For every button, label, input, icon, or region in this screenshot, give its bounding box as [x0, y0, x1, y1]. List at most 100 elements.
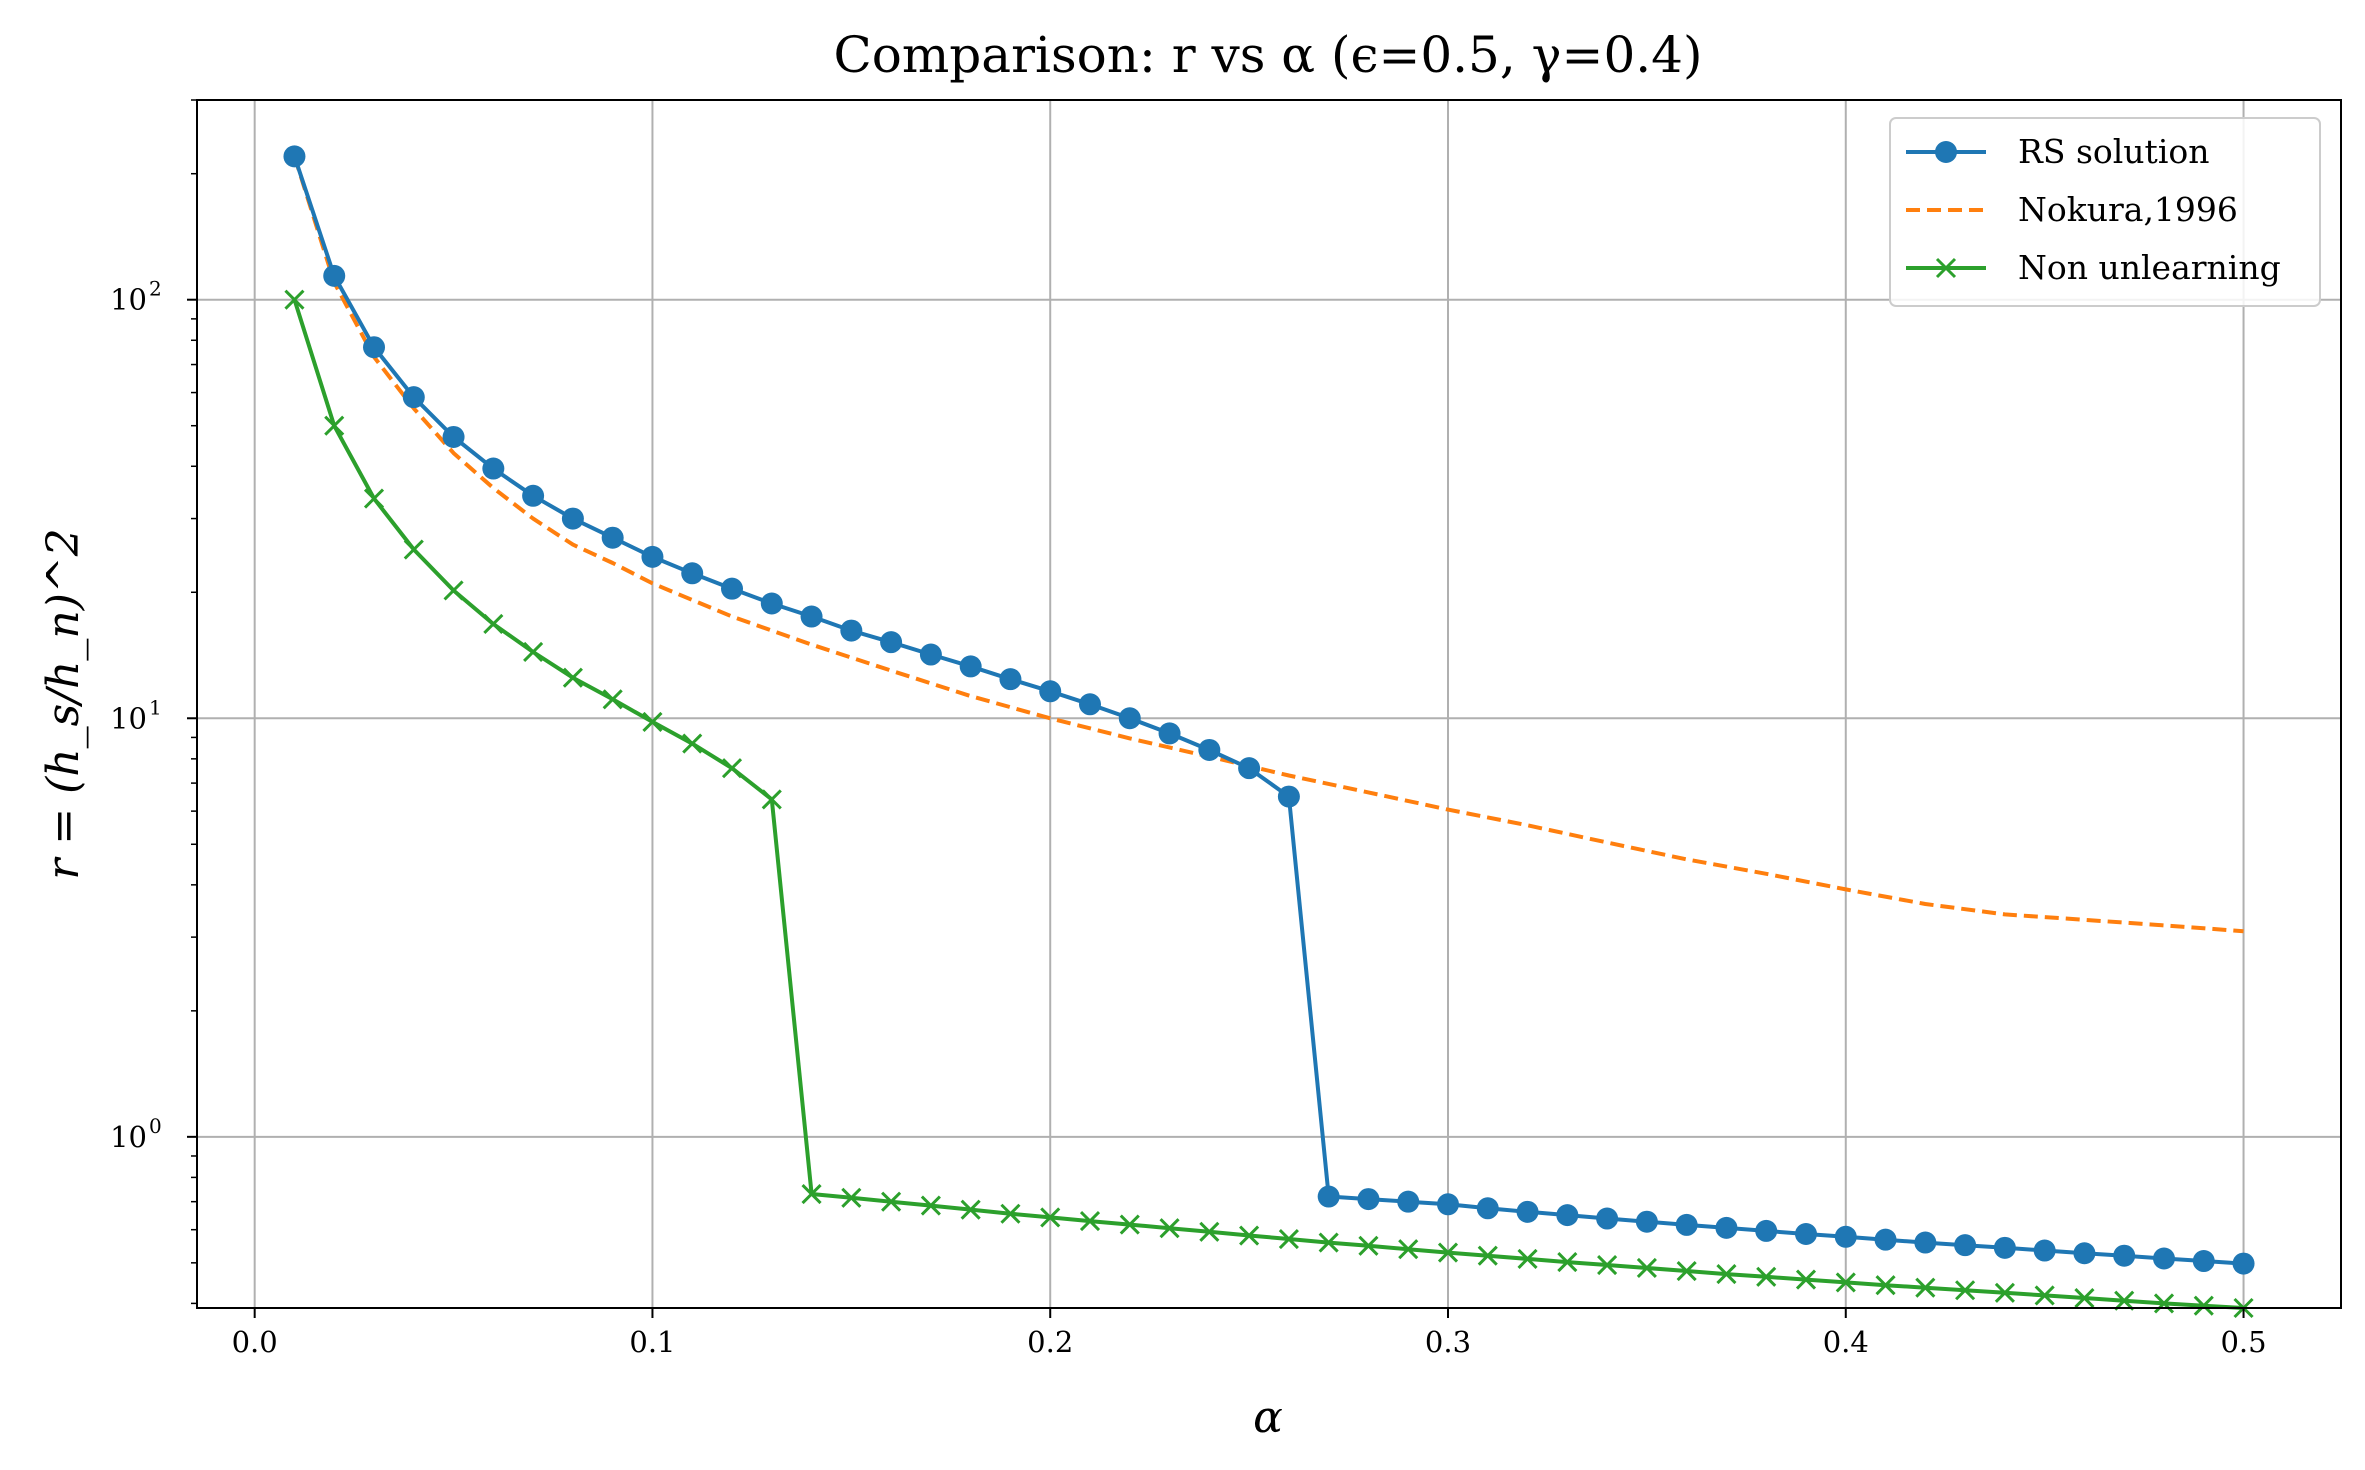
data-point	[2113, 1244, 2136, 1267]
data-point	[1238, 757, 1261, 780]
data-point	[1198, 738, 1221, 761]
data-point	[1756, 1266, 1777, 1287]
series-line	[292, 299, 2244, 1310]
data-point	[2074, 1287, 2095, 1309]
data-point	[1000, 1203, 1021, 1224]
data-point	[1557, 1252, 1578, 1273]
data-point	[402, 386, 425, 409]
data-point	[1079, 1211, 1101, 1232]
y-axis-label: r = (h_s/h_n)^2	[38, 528, 89, 879]
data-point	[959, 655, 982, 678]
data-point	[642, 711, 663, 733]
y-tick-label-exponent: 2	[149, 277, 162, 301]
data-point	[1158, 722, 1181, 745]
data-point	[1358, 1235, 1379, 1256]
data-point	[1118, 707, 1141, 730]
data-point	[1597, 1254, 1618, 1276]
data-point	[1079, 693, 1102, 716]
data-point	[1914, 1231, 1937, 1254]
data-point	[841, 1187, 862, 1208]
data-point	[363, 488, 385, 509]
data-point	[2193, 1295, 2214, 1316]
data-point	[1278, 1228, 1299, 1250]
data-point	[1834, 1225, 1857, 1248]
data-point	[1477, 1245, 1498, 1266]
data-point	[960, 1199, 981, 1220]
plot-frame	[196, 99, 2342, 1309]
data-point	[760, 592, 783, 615]
data-point	[1556, 1204, 1579, 1227]
legend-label: Nokura,1996	[2018, 190, 2238, 229]
data-point	[443, 580, 464, 601]
data-point	[1039, 680, 1062, 703]
data-point	[1119, 1214, 1140, 1235]
data-point	[363, 336, 386, 359]
y-tick-label-exponent: 0	[149, 1114, 162, 1138]
data-point	[1794, 1222, 1817, 1245]
y-tick-label: 10	[110, 1120, 147, 1154]
data-point	[840, 619, 863, 642]
data-point	[1436, 1193, 1459, 1216]
data-point	[1676, 1260, 1697, 1282]
data-point	[442, 425, 465, 448]
chart-title: Comparison: r vs α (ϵ=0.5, γ=0.4)	[834, 26, 1703, 84]
data-point	[324, 415, 345, 436]
data-point	[2073, 1242, 2096, 1265]
data-point	[2034, 1285, 2055, 1306]
data-point	[1835, 1272, 1856, 1293]
data-point	[2153, 1293, 2175, 1314]
data-point	[1993, 1236, 2016, 1259]
data-point	[403, 539, 424, 560]
data-point	[1437, 1242, 1459, 1263]
x-tick-label: 0.1	[629, 1325, 675, 1359]
data-point	[2033, 1239, 2056, 1262]
data-point	[682, 733, 703, 754]
y-tick-label-exponent: 1	[149, 695, 162, 719]
data-point	[1636, 1257, 1657, 1279]
data-point	[1874, 1228, 1897, 1251]
y-tick-label: 10	[110, 283, 147, 317]
x-tick-label: 0.3	[1425, 1325, 1471, 1359]
legend-marker	[1935, 141, 1957, 163]
data-point	[721, 758, 743, 779]
data-point	[1317, 1185, 1340, 1208]
data-point	[761, 789, 782, 810]
data-point	[1318, 1232, 1339, 1253]
data-point	[1277, 785, 1300, 808]
data-point	[881, 1191, 902, 1212]
data-point	[1596, 1207, 1619, 1230]
data-point	[1516, 1200, 1539, 1223]
data-point	[721, 577, 744, 600]
legend-box	[1889, 117, 2321, 307]
data-point	[1357, 1188, 1380, 1211]
x-tick-label: 0.0	[232, 1325, 278, 1359]
data-point	[1795, 1269, 1817, 1290]
legend: RS solution Nokura,1996 Non unlearning	[1889, 117, 2321, 307]
data-point	[1397, 1190, 1420, 1213]
data-point	[562, 667, 583, 688]
data-point	[323, 264, 346, 287]
data-point	[2192, 1250, 2215, 1273]
data-point	[1716, 1264, 1737, 1285]
legend-label: Non unlearning	[2018, 248, 2281, 287]
series-line	[292, 155, 2244, 934]
data-point	[561, 507, 584, 530]
data-point	[483, 613, 504, 635]
data-point	[284, 289, 305, 310]
data-point	[1915, 1277, 1936, 1298]
data-point	[2152, 1247, 2175, 1270]
data-point	[1954, 1234, 1977, 1257]
data-point	[681, 562, 704, 585]
data-point	[522, 484, 545, 507]
data-point	[919, 643, 942, 666]
legend-marker	[1935, 257, 1957, 279]
data-point	[1994, 1282, 2015, 1303]
data-point	[2114, 1290, 2135, 1311]
data-point	[523, 641, 544, 663]
data-point	[1675, 1213, 1698, 1236]
data-point	[1875, 1275, 1896, 1296]
x-axis-label: α	[1253, 1392, 1283, 1443]
data-point	[1398, 1239, 1419, 1260]
